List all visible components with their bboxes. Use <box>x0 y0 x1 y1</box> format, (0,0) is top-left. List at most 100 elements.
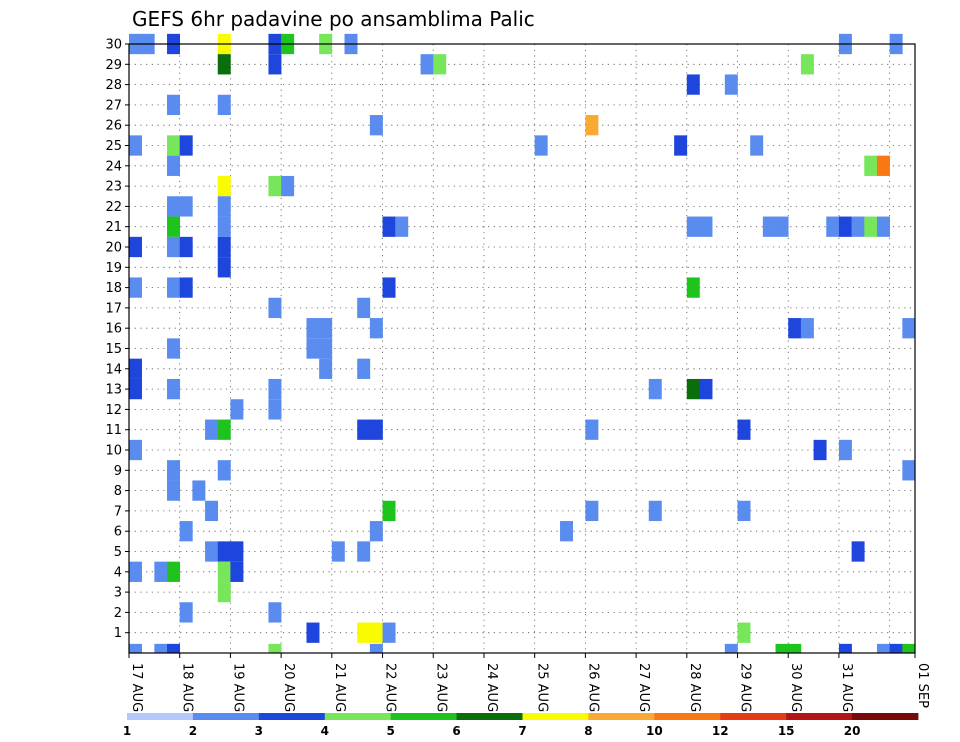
heatmap-cell <box>154 643 168 653</box>
heatmap-cell <box>192 480 206 501</box>
x-tick-label: 28 AUG <box>687 663 702 712</box>
y-tick-label: 1 <box>114 626 122 641</box>
heatmap-cell <box>179 236 193 258</box>
heatmap-cell <box>851 541 865 562</box>
x-tick-label: 19 AUG <box>230 663 245 712</box>
heatmap-cell <box>217 460 231 481</box>
colorbar-segment <box>654 713 721 720</box>
heatmap-cell <box>433 54 447 75</box>
heatmap-cell <box>268 54 282 75</box>
heatmap-cell <box>876 155 890 176</box>
colorbar-label: 10 <box>646 724 663 738</box>
colorbar-segment <box>192 713 260 720</box>
heatmap-cell <box>775 643 789 653</box>
heatmap-cell <box>129 378 142 400</box>
heatmap-cell <box>686 378 700 400</box>
heatmap-cell <box>230 561 244 582</box>
x-tick-label: 17 AUG <box>129 663 144 712</box>
grid-lines <box>129 44 915 653</box>
heatmap-cell <box>268 399 282 420</box>
heatmap-cell <box>534 135 548 156</box>
heatmap-cell <box>217 94 231 116</box>
heatmap-cell <box>167 277 181 298</box>
heatmap-cell <box>167 643 181 653</box>
heatmap-cell <box>217 541 231 562</box>
heatmap-cell <box>369 419 383 440</box>
colorbar-label: 7 <box>518 724 526 738</box>
x-tick-label: 21 AUG <box>332 663 347 712</box>
heatmap-cell <box>167 378 181 400</box>
x-tick-label: 30 AUG <box>788 663 803 712</box>
heatmap-cell <box>851 216 865 237</box>
y-tick-label: 16 <box>105 322 122 337</box>
colorbar-segment <box>258 713 326 720</box>
heatmap-cell <box>560 521 574 542</box>
heatmap-cell <box>268 297 282 319</box>
heatmap-cell <box>230 399 244 420</box>
colorbar-segment <box>852 713 919 720</box>
heatmap-cell <box>217 419 231 440</box>
heatmap-cell <box>369 622 383 643</box>
heatmap-cell <box>230 541 244 562</box>
y-tick-label: 23 <box>105 180 122 195</box>
heatmap-cell <box>167 196 181 217</box>
y-tick-label: 26 <box>105 119 122 134</box>
y-tick-label: 3 <box>114 586 122 601</box>
heatmap-cell <box>179 602 193 623</box>
colorbar-segment <box>588 713 655 720</box>
colorbar-segment <box>786 713 853 720</box>
y-tick-label: 14 <box>105 362 122 377</box>
heatmap-cell <box>205 500 219 522</box>
colorbar-segment <box>720 713 787 720</box>
y-tick-label: 24 <box>105 159 122 174</box>
heatmap-cell <box>826 216 840 237</box>
heatmap-cell <box>724 74 738 95</box>
heatmap-cell <box>800 318 814 339</box>
heatmap-cell <box>369 521 383 542</box>
heatmap-cell <box>788 643 802 653</box>
heatmap-cell <box>217 54 231 75</box>
heatmap-cell <box>902 460 916 481</box>
heatmap-cell <box>331 541 345 562</box>
y-tick-label: 22 <box>105 200 122 215</box>
colorbar-label: 1 <box>123 724 131 738</box>
colorbar-label: 3 <box>255 724 263 738</box>
heatmap-cell <box>737 500 751 522</box>
heatmap-cell <box>775 216 789 237</box>
heatmap-cell <box>205 541 219 562</box>
heatmap-cell <box>205 419 219 440</box>
heatmap-cell <box>167 480 181 501</box>
heatmap-cell <box>395 216 409 237</box>
heatmap-cell <box>889 643 903 653</box>
x-tick-label: 25 AUG <box>535 663 550 712</box>
y-tick-label: 18 <box>105 281 122 296</box>
heatmap-cell <box>369 318 383 339</box>
heatmap-cells <box>129 33 916 653</box>
x-tick-label: 27 AUG <box>636 663 651 712</box>
heatmap-cell <box>902 318 916 339</box>
y-tick-label: 11 <box>105 423 122 438</box>
heatmap-cell <box>674 135 688 156</box>
heatmap-cell <box>838 216 852 237</box>
y-tick-label: 29 <box>105 58 122 73</box>
heatmap-cell <box>167 338 181 359</box>
x-tick-label: 31 AUG <box>839 663 854 712</box>
colorbar-label: 4 <box>321 724 329 738</box>
heatmap-cell <box>699 216 713 237</box>
heatmap-cell <box>319 318 333 339</box>
heatmap-cell <box>179 135 193 156</box>
heatmap-cell <box>813 439 827 461</box>
heatmap-cell <box>268 175 282 197</box>
colorbar-label: 2 <box>189 724 197 738</box>
x-tick-label: 23 AUG <box>433 663 448 712</box>
heatmap-cell <box>686 216 700 237</box>
heatmap-cell <box>179 277 193 298</box>
heatmap-cell <box>737 622 751 643</box>
x-tick-label: 24 AUG <box>484 663 499 712</box>
heatmap-cell <box>762 216 776 237</box>
heatmap-cell <box>838 439 852 461</box>
heatmap-cell <box>382 277 396 298</box>
heatmap-cell <box>154 561 168 582</box>
heatmap-cell <box>306 338 320 359</box>
